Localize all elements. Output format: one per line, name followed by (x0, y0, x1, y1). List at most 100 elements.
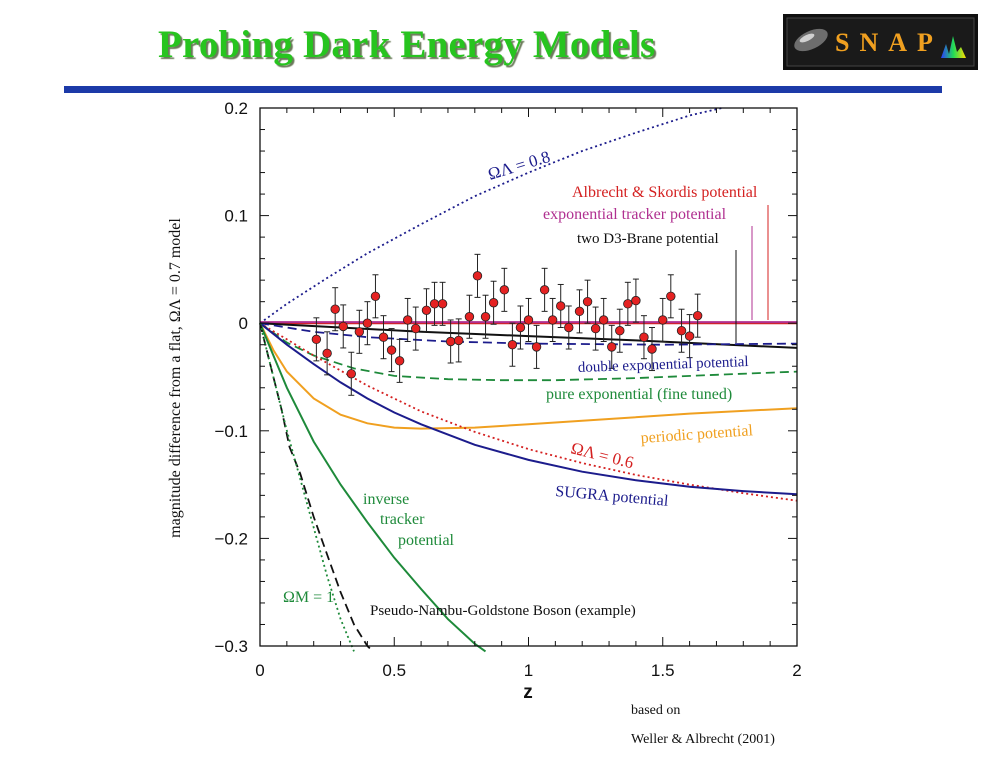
y-tick-label: 0.2 (224, 99, 248, 118)
label-pure-exponential: pure exponential (fine tuned) (546, 386, 732, 403)
data-marker (684, 331, 695, 341)
series-line-5 (259, 322, 798, 382)
y-axis-label: magnitude difference from a flat, ΩΛ = 0… (167, 218, 184, 538)
data-marker (676, 326, 687, 336)
data-point (666, 274, 676, 319)
data-point (411, 306, 421, 351)
data-point (692, 293, 703, 338)
label-albrecht-skordis: Albrecht & Skordis potential (572, 184, 758, 201)
data-point (564, 305, 574, 350)
data-marker (411, 323, 421, 334)
x-tick-label: 1 (524, 661, 533, 680)
series-line-8 (259, 322, 798, 496)
data-point (590, 306, 601, 351)
label-omega-lambda-08: ΩΛ = 0.8 (486, 147, 553, 184)
data-marker (464, 312, 475, 322)
series-line-6 (259, 322, 798, 430)
data-point (362, 301, 373, 346)
data-point (421, 288, 432, 333)
data-point (547, 297, 558, 342)
label-periodic: periodic potential (640, 422, 754, 447)
x-tick-label: 0.5 (382, 661, 406, 680)
data-marker (338, 321, 348, 332)
data-marker (311, 334, 322, 345)
x-axis-label: z (523, 682, 533, 703)
data-point (445, 319, 456, 364)
x-tick-label: 1.5 (651, 661, 675, 680)
data-marker (421, 305, 432, 315)
data-marker (437, 299, 448, 309)
data-point (623, 281, 633, 326)
data-point (437, 281, 448, 326)
x-tick-label: 0 (255, 661, 264, 680)
data-point (631, 278, 641, 323)
data-point (607, 324, 617, 369)
data-point (386, 328, 397, 373)
data-point (515, 305, 526, 350)
data-point (311, 317, 322, 362)
data-marker (507, 340, 518, 350)
data-marker (402, 315, 413, 325)
series-line-0 (259, 107, 723, 324)
data-point (531, 324, 542, 369)
ticks-layer: 0 0.5 1 1.5 2 0.2 0.1 0 −0.1 −0.2 −0.3 (214, 99, 801, 680)
data-point (402, 297, 413, 342)
data-point (507, 322, 518, 367)
series-line-10 (259, 322, 374, 653)
snap-logo: SNAP (783, 14, 978, 70)
data-marker (354, 327, 365, 337)
data-point (429, 281, 440, 326)
data-point (370, 274, 381, 319)
data-marker (330, 304, 340, 314)
data-point (330, 287, 340, 332)
data-marker (607, 342, 617, 352)
data-marker (362, 318, 373, 328)
data-marker (547, 315, 558, 325)
data-marker (429, 299, 440, 309)
y-tick-label: 0.1 (224, 207, 248, 226)
data-point (658, 297, 668, 342)
data-marker (394, 356, 405, 366)
data-marker (322, 348, 332, 359)
data-point (556, 283, 566, 329)
y-tick-label: −0.1 (214, 422, 248, 441)
y-tick-label: −0.2 (214, 529, 248, 548)
data-marker (453, 335, 464, 346)
x-tick-label: 2 (792, 661, 801, 680)
data-point (615, 308, 625, 353)
label-double-exponential: double exponential potential (578, 354, 749, 376)
data-marker (499, 285, 510, 295)
data-points-layer (311, 253, 703, 396)
data-marker (370, 291, 381, 302)
data-point (453, 318, 464, 363)
data-marker (631, 295, 641, 306)
data-point (480, 294, 491, 339)
label-pngb: Pseudo-Nambu-Goldstone Boson (example) (370, 603, 636, 619)
label-exponential-tracker: exponential tracker potential (543, 206, 727, 223)
data-marker (598, 315, 609, 325)
data-marker (556, 301, 566, 311)
data-point (676, 308, 687, 353)
data-point (598, 297, 609, 342)
data-marker (658, 315, 668, 325)
data-point (684, 314, 695, 359)
data-point (346, 351, 356, 396)
data-marker (647, 344, 657, 354)
data-marker (445, 336, 456, 347)
data-point (338, 304, 348, 349)
data-marker (623, 299, 633, 309)
data-point (472, 253, 483, 298)
label-inverse-tracker: inverse tracker potential (363, 491, 455, 549)
data-marker (346, 369, 356, 379)
data-marker (564, 322, 574, 333)
series-line-11 (259, 322, 355, 652)
data-marker (692, 310, 703, 321)
data-point (582, 279, 593, 324)
data-point (394, 338, 405, 383)
data-marker (488, 298, 499, 308)
title-rule (64, 86, 942, 93)
series-line-9 (259, 322, 487, 653)
data-point (464, 294, 475, 339)
data-point (647, 327, 657, 372)
